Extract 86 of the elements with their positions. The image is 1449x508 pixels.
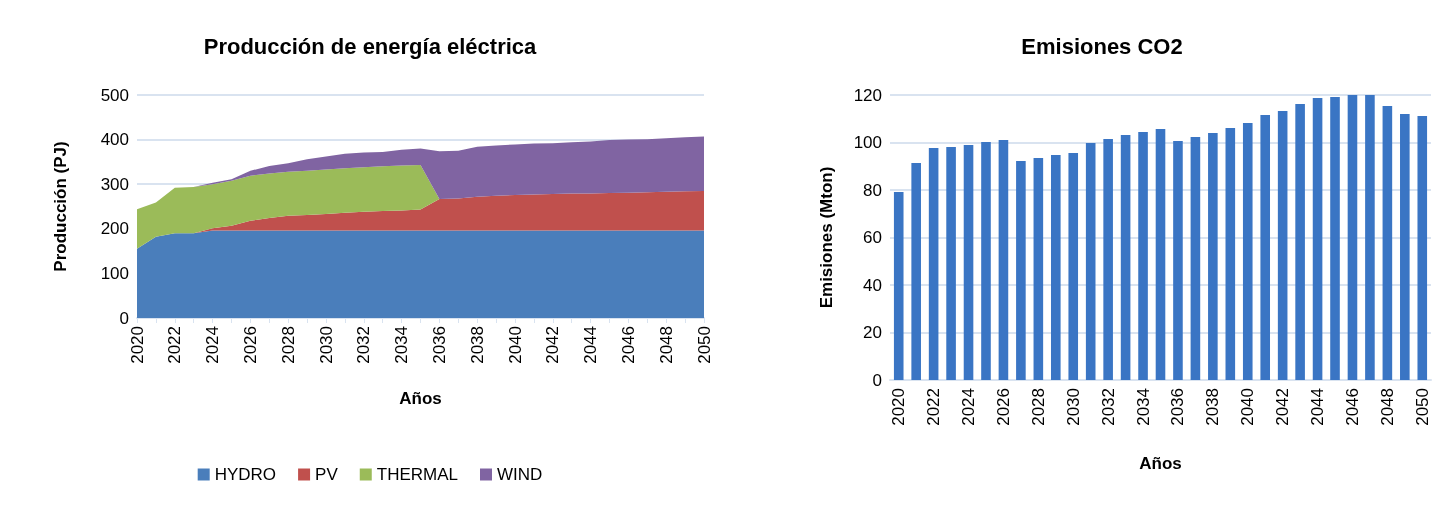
bar: [1190, 137, 1201, 380]
bar: [1365, 95, 1375, 380]
bar: [1382, 105, 1393, 380]
x-tick-label: 2048: [656, 326, 676, 364]
x-tick-label: 2036: [429, 326, 449, 364]
x-tick-label: 2024: [959, 388, 979, 426]
bar: [981, 142, 991, 380]
y-tick-label: 120: [853, 85, 882, 105]
x-tick-label: 2042: [543, 326, 563, 364]
x-tick-label: 2024: [203, 326, 223, 364]
bar: [1242, 123, 1253, 380]
bar: [963, 145, 974, 380]
x-tick-label: 2028: [278, 326, 298, 364]
y-tick-label: 40: [863, 275, 882, 295]
y-tick-label: 0: [872, 370, 882, 390]
x-tick-label: 2044: [581, 326, 601, 364]
y-tick-label: 200: [100, 219, 129, 239]
x-tick-label: 2022: [165, 326, 185, 364]
x-tick-label: 2020: [889, 388, 909, 426]
x-tick-label: 2026: [240, 326, 260, 364]
x-tick-label: 2042: [1273, 388, 1293, 426]
y-tick-label: 400: [100, 130, 129, 150]
chart-title: Producción de energía eléctrica: [203, 33, 538, 59]
x-tick-label: 2034: [1133, 388, 1153, 426]
bar: [1103, 138, 1113, 380]
x-tick-label: 2044: [1308, 388, 1328, 426]
x-tick-label: 2032: [354, 326, 374, 364]
x-tick-label: 2030: [1063, 388, 1083, 426]
x-tick-label: 2038: [467, 326, 487, 364]
y-tick-label: 60: [863, 228, 882, 247]
x-tick-label: 2050: [1412, 388, 1432, 426]
bar: [1208, 133, 1218, 380]
x-tick-label: 2040: [1238, 388, 1258, 426]
bar: [1016, 161, 1026, 380]
x-tick-label: 2036: [1168, 388, 1188, 426]
x-tick-label: 2050: [694, 326, 714, 364]
bar: [946, 147, 956, 380]
bar: [1138, 132, 1148, 380]
x-tick-label: 2040: [505, 326, 525, 364]
bar: [1173, 141, 1183, 380]
bar: [928, 147, 939, 380]
y-tick-label: 500: [100, 85, 129, 105]
x-tick-label: 2046: [618, 326, 638, 364]
bar: [1050, 155, 1061, 380]
bar: [1277, 110, 1288, 380]
x-tick-label: 2020: [127, 326, 147, 364]
y-axis-title: Emisiones (Mton): [817, 166, 836, 309]
x-tick-label: 2032: [1098, 388, 1118, 426]
bar: [1225, 128, 1236, 380]
x-tick-label: 2030: [316, 326, 336, 364]
bar: [1417, 115, 1428, 380]
bar: [998, 139, 1009, 380]
bar: [1260, 114, 1271, 380]
bar: [1120, 134, 1131, 380]
y-tick-label: 100: [853, 133, 882, 152]
bar: [1400, 114, 1410, 380]
bar: [1347, 95, 1358, 380]
y-tick-label: 20: [863, 323, 882, 342]
bar: [1085, 142, 1096, 380]
x-tick-label: 2046: [1342, 388, 1362, 426]
bar: [1295, 104, 1305, 380]
legend-label: HYDRO: [214, 465, 277, 484]
y-tick-label: 100: [100, 263, 129, 283]
bar: [1033, 157, 1044, 380]
chart-title: Emisiones CO2: [1021, 33, 1183, 59]
x-tick-label: 2038: [1203, 388, 1223, 426]
bar: [1312, 98, 1323, 380]
y-axis-title: Producción (PJ): [51, 141, 70, 272]
y-tick-label: 80: [863, 180, 882, 200]
x-tick-label: 2048: [1377, 388, 1397, 426]
y-tick-label: 0: [119, 308, 129, 328]
legend-label: PV: [315, 465, 339, 484]
bar: [1155, 128, 1166, 380]
x-tick-label: 2028: [1028, 388, 1048, 426]
y-tick-label: 300: [100, 174, 129, 194]
bar: [893, 191, 904, 380]
bar: [911, 162, 921, 380]
legend-label: THERMAL: [376, 465, 458, 484]
legend-label: WIND: [496, 465, 543, 484]
bar: [1330, 96, 1340, 380]
x-tick-label: 2022: [924, 388, 944, 426]
x-axis-title: Años: [399, 389, 442, 408]
x-tick-label: 2026: [993, 388, 1013, 426]
bar: [1068, 152, 1079, 380]
x-axis-title: Años: [1139, 454, 1182, 473]
x-tick-label: 2034: [392, 326, 412, 364]
